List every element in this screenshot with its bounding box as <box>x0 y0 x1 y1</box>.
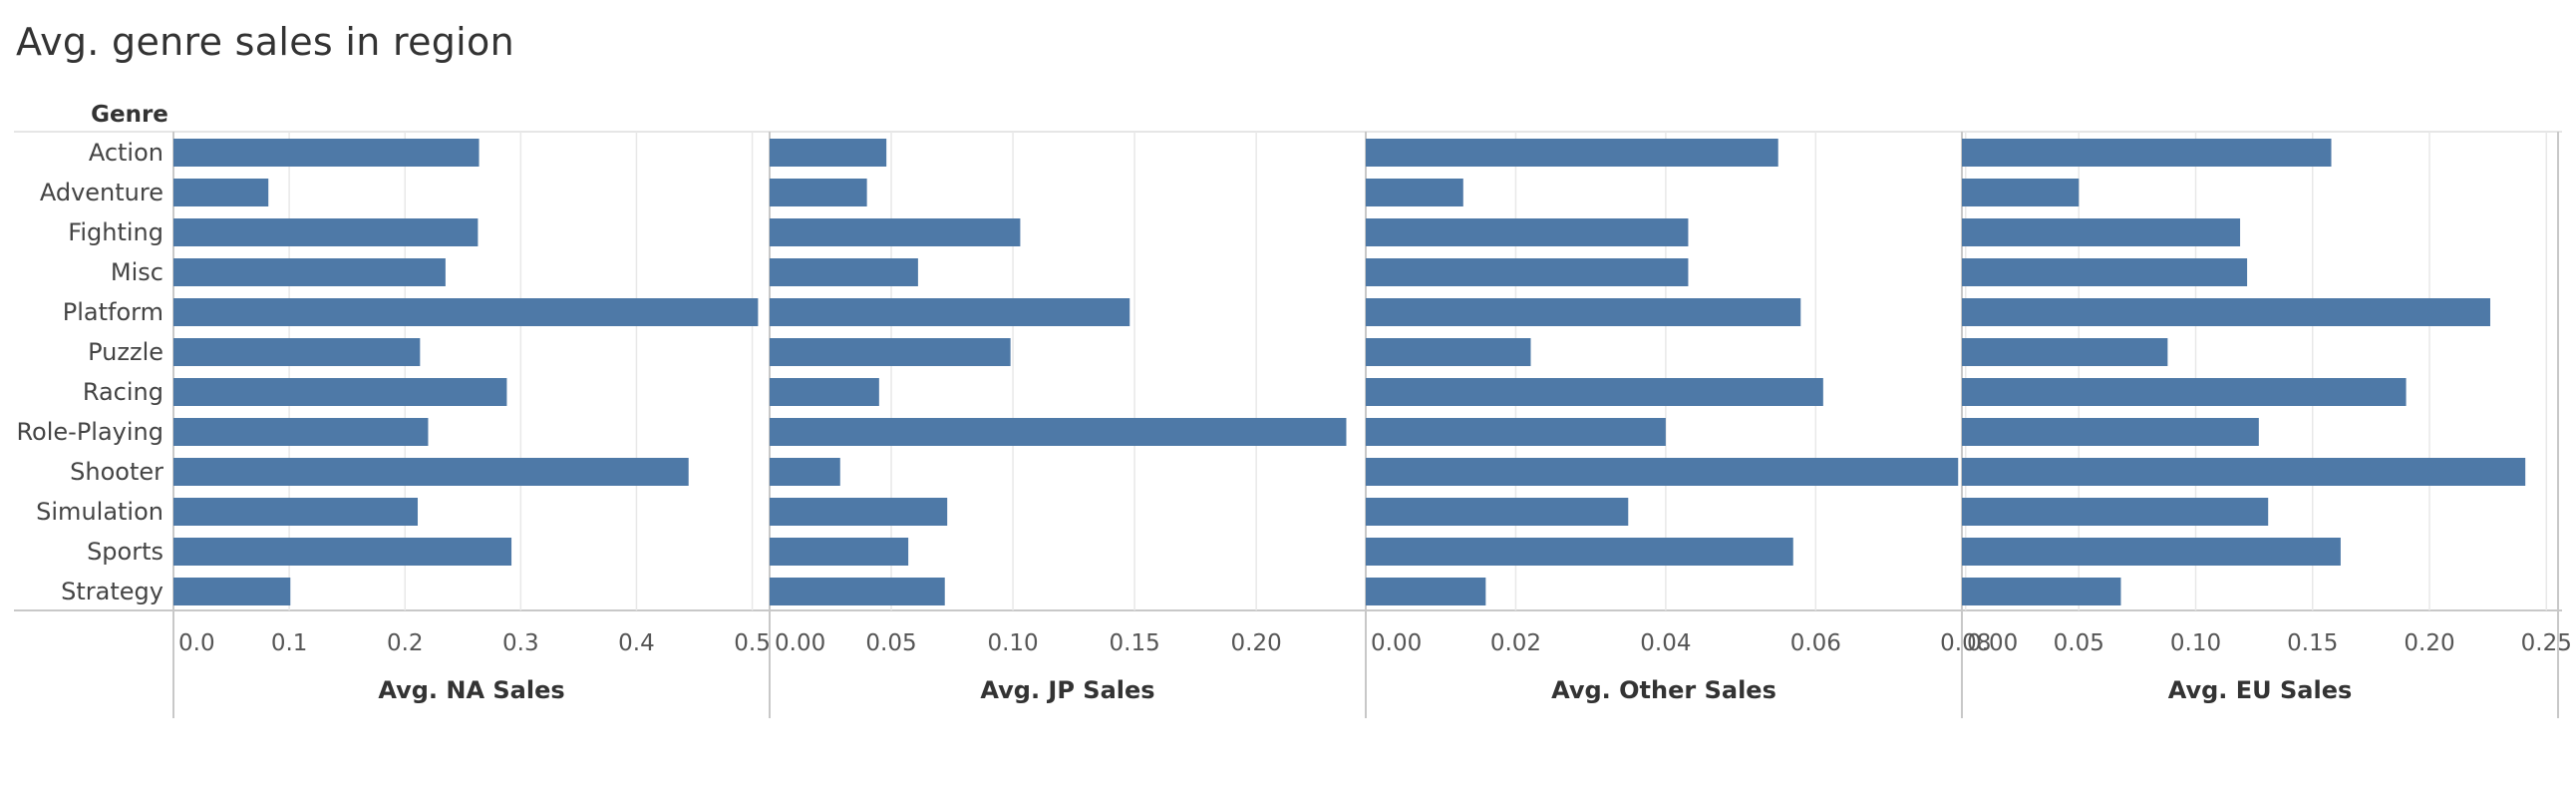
x-axis-title: Avg. Other Sales <box>1551 676 1776 704</box>
category-label: Shooter <box>70 458 163 486</box>
bar <box>1962 538 2341 566</box>
bar <box>1366 498 1629 526</box>
bar <box>1962 578 2121 605</box>
bar <box>1366 218 1689 246</box>
bar <box>173 338 421 366</box>
chart-panel: 0.00 0.05 0.10 0.15 0.20 0.25 Avg. EU Sales <box>1961 132 2572 718</box>
bar <box>1366 538 1793 566</box>
bar <box>770 498 948 526</box>
category-label: Role-Playing <box>16 418 163 446</box>
bar <box>173 578 291 605</box>
chart-title: Avg. genre sales in region <box>16 20 514 64</box>
x-tick-label: 0.15 <box>1110 630 1160 656</box>
x-tick-label: 0.0 <box>178 630 215 656</box>
x-tick-label: 0.25 <box>2521 630 2572 656</box>
bar <box>173 378 507 406</box>
chart-frame <box>14 131 2562 718</box>
bar <box>173 298 759 326</box>
bar <box>770 458 840 486</box>
bar <box>770 258 918 286</box>
bar <box>173 218 479 246</box>
category-label: Puzzle <box>88 338 163 366</box>
bar <box>173 498 419 526</box>
x-tick-label: 0.20 <box>2404 630 2454 656</box>
bar <box>1366 139 1778 167</box>
x-tick-label: 0.00 <box>775 630 825 656</box>
bar <box>173 418 429 446</box>
x-tick-label: 0.00 <box>1371 630 1422 656</box>
bar <box>173 458 689 486</box>
bar <box>1366 298 1801 326</box>
bar <box>770 538 909 566</box>
x-axis-title: Avg. JP Sales <box>980 676 1154 704</box>
bar <box>1962 378 2407 406</box>
x-tick-label: 0.15 <box>2287 630 2338 656</box>
bar <box>1962 298 2490 326</box>
category-label: Simulation <box>36 498 163 526</box>
chart-panel: 0.0 0.1 0.2 0.3 0.4 0.5 Avg. NA Sales <box>172 132 771 718</box>
x-tick-label: 0.02 <box>1490 630 1541 656</box>
x-tick-label: 0.05 <box>865 630 916 656</box>
x-axis-title: Avg. EU Sales <box>2168 676 2353 704</box>
bar <box>1962 139 2332 167</box>
x-tick-label: 0.4 <box>618 630 655 656</box>
bar <box>1962 258 2248 286</box>
x-tick-label: 0.10 <box>987 630 1038 656</box>
x-tick-label: 0.06 <box>1790 630 1841 656</box>
bar <box>770 298 1130 326</box>
bar <box>770 139 887 167</box>
bar <box>1366 378 1823 406</box>
x-tick-label: 0.08 <box>1940 630 1991 656</box>
x-tick-label: 0.05 <box>2054 630 2104 656</box>
bar <box>1962 498 2269 526</box>
bar <box>1366 578 1486 605</box>
bar <box>1366 338 1531 366</box>
bar <box>173 538 512 566</box>
bar <box>1366 418 1666 446</box>
x-axis-title: Avg. NA Sales <box>378 676 564 704</box>
x-tick-label: 0.1 <box>271 630 308 656</box>
category-label: Action <box>89 139 163 167</box>
bar <box>173 258 446 286</box>
category-label: Platform <box>63 298 163 326</box>
bar <box>1962 179 2080 206</box>
bar <box>770 218 1021 246</box>
bar <box>173 179 269 206</box>
bar <box>173 139 480 167</box>
category-label: Racing <box>83 378 163 406</box>
x-tick-label: 0.00 <box>1967 630 2018 656</box>
row-header: Genre <box>91 102 168 128</box>
bar <box>1962 338 2168 366</box>
category-label: Sports <box>87 538 163 566</box>
category-labels: Action Adventure Fighting Misc Platform Puzzl… <box>16 139 163 605</box>
bar <box>1366 258 1689 286</box>
bar <box>1962 218 2241 246</box>
chart-panel: 0.00 0.05 0.10 0.15 0.20 Avg. JP Sales <box>769 132 1347 718</box>
x-tick-label: 0.20 <box>1231 630 1282 656</box>
chart-panel: 0.00 0.02 0.04 0.06 0.08 Avg. Other Sales <box>1365 132 1991 718</box>
bar <box>770 378 879 406</box>
bar <box>770 179 867 206</box>
bar <box>1962 458 2526 486</box>
bar <box>1366 458 1959 486</box>
x-tick-label: 0.10 <box>2170 630 2221 656</box>
category-label: Misc <box>111 258 163 286</box>
bar <box>770 338 1011 366</box>
bar <box>770 418 1347 446</box>
x-tick-label: 0.3 <box>502 630 539 656</box>
x-tick-label: 0.04 <box>1640 630 1691 656</box>
x-tick-label: 0.5 <box>734 630 771 656</box>
bar <box>1962 418 2259 446</box>
category-label: Adventure <box>40 179 163 206</box>
bar <box>1366 179 1463 206</box>
category-label: Strategy <box>61 578 163 605</box>
x-tick-label: 0.2 <box>387 630 424 656</box>
category-label: Fighting <box>68 218 163 246</box>
bar <box>770 578 945 605</box>
